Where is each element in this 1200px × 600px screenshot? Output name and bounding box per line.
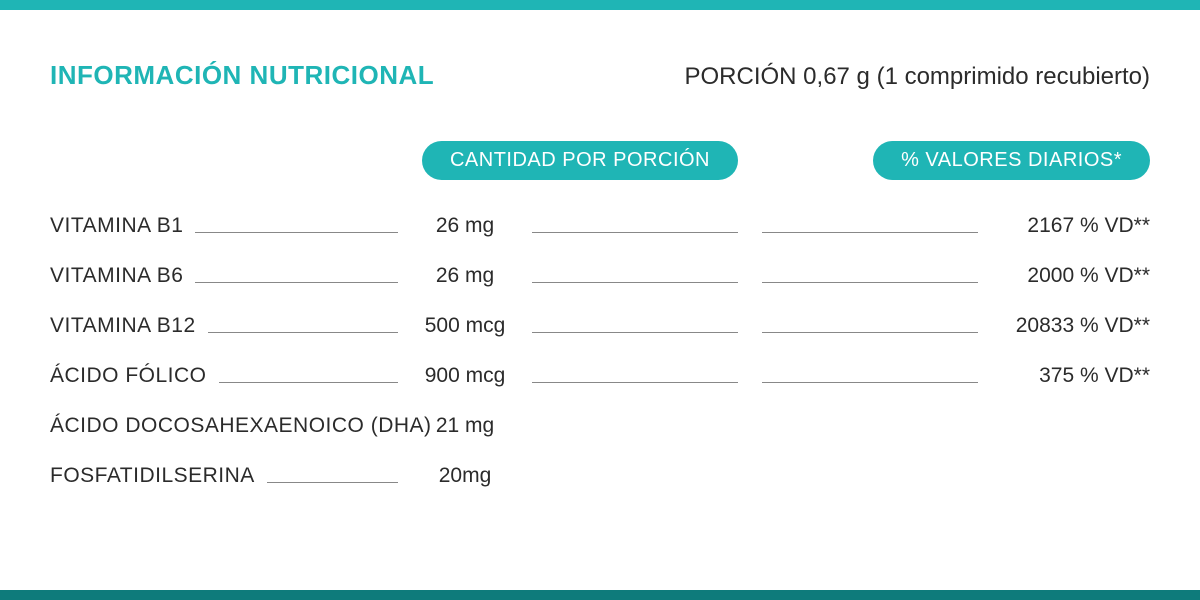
- dv-value: 20833 % VD**: [990, 314, 1150, 338]
- dv-cell: 20833 % VD**: [750, 314, 1150, 338]
- nutrient-name-cell: VITAMINA B12: [50, 314, 410, 338]
- leader-line: [762, 332, 978, 333]
- header-row: INFORMACIÓN NUTRICIONAL PORCIÓN 0,67 g (…: [50, 60, 1150, 91]
- leader-line: [532, 232, 738, 233]
- leader-line: [762, 382, 978, 383]
- amount-value: 500 mcg: [410, 314, 520, 338]
- amount-cell: 26 mg: [410, 264, 750, 288]
- amount-value: 900 mcg: [410, 364, 520, 388]
- leader-line: [762, 282, 978, 283]
- amount-value: 26 mg: [410, 214, 520, 238]
- portion-text: PORCIÓN 0,67 g (1 comprimido recubierto): [685, 63, 1151, 91]
- nutrient-name: ÁCIDO DOCOSAHEXAENOICO (DHA): [50, 414, 432, 438]
- col-header-spacer: [50, 141, 410, 180]
- nutrient-name: VITAMINA B1: [50, 214, 183, 238]
- nutrient-name: VITAMINA B12: [50, 314, 196, 338]
- leader-line: [208, 332, 398, 333]
- panel-title: INFORMACIÓN NUTRICIONAL: [50, 60, 434, 91]
- leader-line: [195, 232, 398, 233]
- top-accent-bar: [0, 0, 1200, 10]
- nutrient-row: FOSFATIDILSERINA 20mg: [50, 460, 1150, 492]
- dv-header-pill: % VALORES DIARIOS*: [873, 141, 1150, 180]
- dv-cell: 2000 % VD**: [750, 264, 1150, 288]
- amount-value: 21 mg: [410, 414, 520, 438]
- nutrient-name-cell: ÁCIDO FÓLICO: [50, 364, 410, 388]
- nutrient-row: ÁCIDO DOCOSAHEXAENOICO (DHA)21 mg: [50, 410, 1150, 442]
- amount-cell: 20mg: [410, 464, 750, 488]
- amount-cell: 26 mg: [410, 214, 750, 238]
- leader-line: [532, 282, 738, 283]
- leader-line: [532, 382, 738, 383]
- leader-line: [219, 382, 398, 383]
- nutrient-row: VITAMINA B1 26 mg 2167 % VD**: [50, 210, 1150, 242]
- nutrient-name: FOSFATIDILSERINA: [50, 464, 255, 488]
- amount-cell: 500 mcg: [410, 314, 750, 338]
- leader-line: [762, 232, 978, 233]
- amount-header-pill: CANTIDAD POR PORCIÓN: [422, 141, 738, 180]
- dv-value: 2000 % VD**: [990, 264, 1150, 288]
- bottom-accent-bar: [0, 590, 1200, 600]
- amount-cell: 21 mg: [410, 414, 750, 438]
- dv-value: 2167 % VD**: [990, 214, 1150, 238]
- col-header-amount-wrap: CANTIDAD POR PORCIÓN: [410, 141, 750, 180]
- leader-line: [267, 482, 398, 483]
- nutrient-row: ÁCIDO FÓLICO 900 mcg 375 % VD**: [50, 360, 1150, 392]
- nutrition-panel: INFORMACIÓN NUTRICIONAL PORCIÓN 0,67 g (…: [0, 10, 1200, 492]
- nutrient-name: ÁCIDO FÓLICO: [50, 364, 207, 388]
- col-header-dv-wrap: % VALORES DIARIOS*: [750, 141, 1150, 180]
- dv-value: 375 % VD**: [990, 364, 1150, 388]
- nutrient-row: VITAMINA B6 26 mg 2000 % VD**: [50, 260, 1150, 292]
- nutrient-rows: VITAMINA B1 26 mg 2167 % VD** VITAMINA B6 26…: [50, 210, 1150, 492]
- amount-cell: 900 mcg: [410, 364, 750, 388]
- amount-value: 20mg: [410, 464, 520, 488]
- column-headers: CANTIDAD POR PORCIÓN % VALORES DIARIOS*: [50, 141, 1150, 180]
- nutrient-name-cell: VITAMINA B6: [50, 264, 410, 288]
- nutrient-name-cell: FOSFATIDILSERINA: [50, 464, 410, 488]
- nutrient-row: VITAMINA B12 500 mcg 20833 % VD**: [50, 310, 1150, 342]
- dv-cell: 2167 % VD**: [750, 214, 1150, 238]
- nutrient-name-cell: ÁCIDO DOCOSAHEXAENOICO (DHA): [50, 414, 410, 438]
- dv-cell: 375 % VD**: [750, 364, 1150, 388]
- nutrient-name-cell: VITAMINA B1: [50, 214, 410, 238]
- leader-line: [195, 282, 398, 283]
- nutrient-name: VITAMINA B6: [50, 264, 183, 288]
- leader-line: [532, 332, 738, 333]
- amount-value: 26 mg: [410, 264, 520, 288]
